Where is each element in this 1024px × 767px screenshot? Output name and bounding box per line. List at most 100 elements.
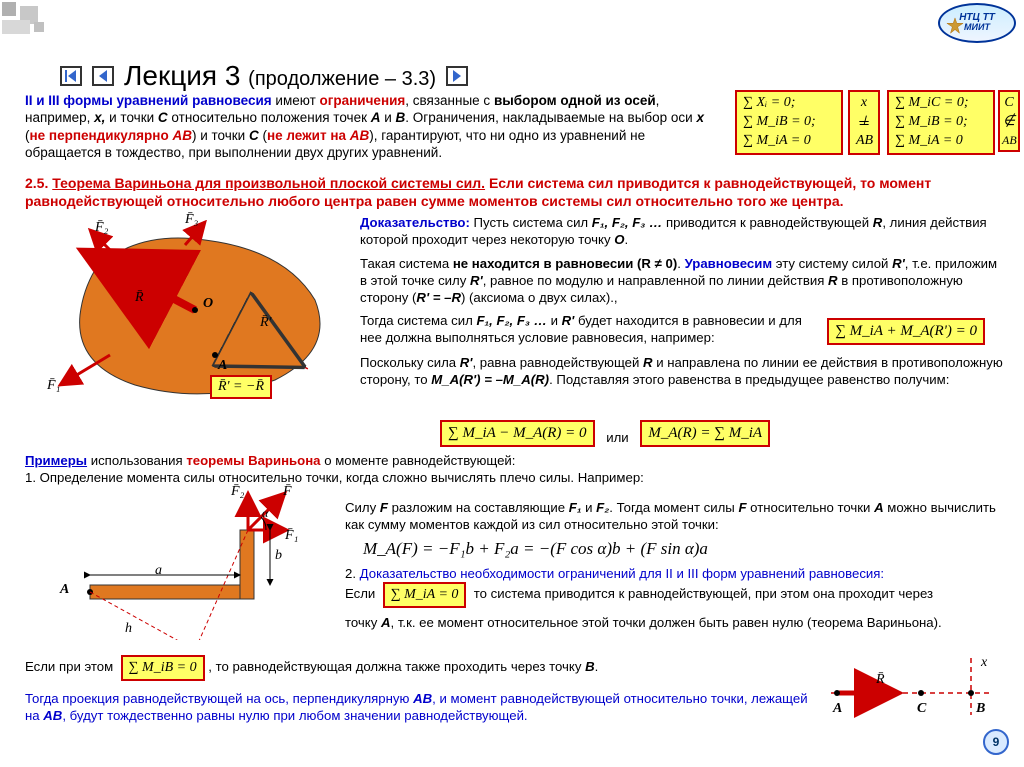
f2-F2: F̄₂: [231, 484, 244, 500]
equation-box-1: ∑ Xᵢ = 0; ∑ M_iB = 0; ∑ M_iA = 0: [735, 90, 843, 155]
r2-10: A: [874, 500, 884, 515]
b3r1: ∑ M_iC = 0;: [895, 94, 987, 113]
pr-eq3: M_A(R) = ∑ M_iA: [640, 420, 770, 447]
pr1h: .: [624, 232, 628, 247]
f2-F: F̄: [283, 484, 292, 500]
p1-l13: B: [396, 110, 406, 125]
f2-a: a: [155, 563, 162, 579]
r2-6: F₂: [596, 500, 609, 515]
th-num: 2.5.: [25, 175, 48, 191]
f2-F1: F̄₁: [285, 528, 298, 544]
pr-eq1: ∑ M_iA + M_A(R') = 0: [827, 318, 985, 345]
pr-eq2: ∑ M_iA − M_A(R) = 0: [440, 420, 595, 447]
f1-label-A: A: [218, 358, 227, 374]
p1-l20: C: [249, 128, 259, 143]
b3r2: ∑ M_iB = 0;: [895, 113, 987, 132]
r2-4: F₁: [569, 500, 582, 515]
bt-b3: B: [585, 659, 595, 674]
examples-heading: Примеры использования теоремы Вариньона …: [25, 453, 1010, 487]
lecture-title: Лекция 3: [124, 60, 240, 91]
f2-h: h: [125, 621, 132, 637]
r2-2: F: [380, 500, 388, 515]
f1-label-Rp: R̄': [260, 315, 272, 331]
example-explanation: Силу F разложим на составляющие F₁ и F₂.…: [345, 500, 1010, 632]
r2-e2d: то система приводится к равнодействующей…: [474, 586, 933, 601]
nav-next-icon[interactable]: [446, 66, 468, 86]
p1-l1: II и III формы уравнений равновесия: [25, 93, 272, 108]
nav-first-icon[interactable]: [60, 66, 82, 86]
figure-decomposition: A a b h F̄₂ F̄ F̄₁ α: [65, 490, 335, 640]
p1-l5: выбором одной из осей: [494, 93, 656, 108]
condition-box-1: x ⟂ AB: [848, 90, 880, 155]
equation-box-2: ∑ M_iC = 0; ∑ M_iB = 0; ∑ M_iA = 0: [887, 90, 995, 155]
p1-l3: ограничения: [320, 93, 406, 108]
pr1c: F₁, F₂, F₃ …: [592, 215, 662, 230]
pr4a: Поскольку сила: [360, 355, 460, 370]
r2-e2g: , т.к. ее момент относительное этой точк…: [391, 615, 942, 630]
pr2j: R: [828, 273, 838, 288]
page-num-text: 9: [993, 735, 1000, 749]
b2r1: x: [856, 94, 872, 113]
b4r2: ∉: [1002, 113, 1016, 132]
pr2f: R': [892, 256, 905, 271]
pr4b: R': [460, 355, 473, 370]
intro-paragraph: II и III формы уравнений равновесия имею…: [25, 92, 720, 161]
f3-B: B: [976, 701, 985, 717]
p1-l18: AB: [172, 128, 192, 143]
f2-b: b: [275, 548, 282, 564]
bt-c2: AB: [413, 691, 432, 706]
logo-text-bottom: МИИТ: [964, 22, 990, 32]
pr4c: , равна равнодействующей: [472, 355, 643, 370]
r2-5: и: [581, 500, 596, 515]
pr4d: R: [643, 355, 653, 370]
pr3d: R': [562, 313, 575, 328]
ex-e1: 1. Определение момента силы относительно…: [25, 470, 644, 485]
nav-prev-icon[interactable]: [92, 66, 114, 86]
f2-A: A: [60, 582, 69, 598]
b2r3: AB: [856, 132, 872, 151]
f1-label-F2: F̄₂: [95, 220, 108, 236]
f1-label-O: O: [203, 296, 213, 312]
f3-C: C: [917, 701, 926, 717]
pr3a: Тогда система сил: [360, 313, 476, 328]
p1-l15: x: [696, 110, 704, 125]
p1-l17: не перпендикулярно: [30, 128, 173, 143]
r2-eq: M_A(F) = −F₁b + F₂a = −(F cos α)b + (F s…: [363, 538, 1010, 560]
b1r2: ∑ M_iB = 0;: [743, 113, 835, 132]
bt-eq: ∑ M_iB = 0: [121, 655, 205, 681]
ex-h3: теоремы Вариньона: [186, 453, 320, 468]
p1-l22: не лежит на: [267, 128, 350, 143]
page-number: 9: [983, 729, 1009, 755]
pr3b: F₁, F₂, F₃ …: [476, 313, 546, 328]
logo-badge: НТЦ ТТМИИТ: [938, 3, 1016, 43]
pr4g: . Подставляя этого равенства в предыдуще…: [549, 372, 949, 387]
r2-e2c: Если: [345, 586, 375, 601]
b4r3: AB: [1002, 132, 1016, 148]
pr3c: и: [547, 313, 562, 328]
pr1a: Доказательство:: [360, 215, 470, 230]
proof-text: Доказательство: Пусть система сил F₁, F₂…: [360, 215, 1005, 396]
th-title: Теорема Вариньона для произвольной плоск…: [52, 175, 485, 191]
r2-e2a: 2.: [345, 566, 360, 581]
f2-alpha: α: [262, 506, 268, 521]
title-row: Лекция 3 (продолжение – 3.3): [60, 60, 468, 92]
bt-b1: Если при этом: [25, 659, 113, 674]
figure-line-ab: A C B R̄ x: [821, 653, 996, 718]
p1-l9: C: [158, 110, 168, 125]
r2-eqif: ∑ M_iA = 0: [383, 582, 467, 608]
f1-label-F3: F̄₃: [185, 212, 198, 228]
pr2b: не находится в равновесии (R ≠ 0): [453, 256, 677, 271]
f3-R: R̄: [876, 672, 885, 688]
b2r2: ⟂: [856, 113, 872, 132]
theorem-statement: 2.5. Теорема Вариньона для произвольной …: [25, 175, 1005, 210]
p1-l19: ) и точки: [192, 128, 249, 143]
p1-l12: и: [380, 110, 395, 125]
p1-l4: , связанные с: [405, 93, 494, 108]
f3-x: x: [981, 655, 987, 671]
pr1b: Пусть система сил: [470, 215, 592, 230]
pr2i: , равное по модулю и направленной по лин…: [483, 273, 828, 288]
b1r3: ∑ M_iA = 0: [743, 132, 835, 151]
p1-l10: относительно положения точек: [168, 110, 371, 125]
b4r1: C: [1002, 94, 1016, 113]
r2-e2b: Доказательство необходимости ограничений…: [360, 566, 884, 581]
